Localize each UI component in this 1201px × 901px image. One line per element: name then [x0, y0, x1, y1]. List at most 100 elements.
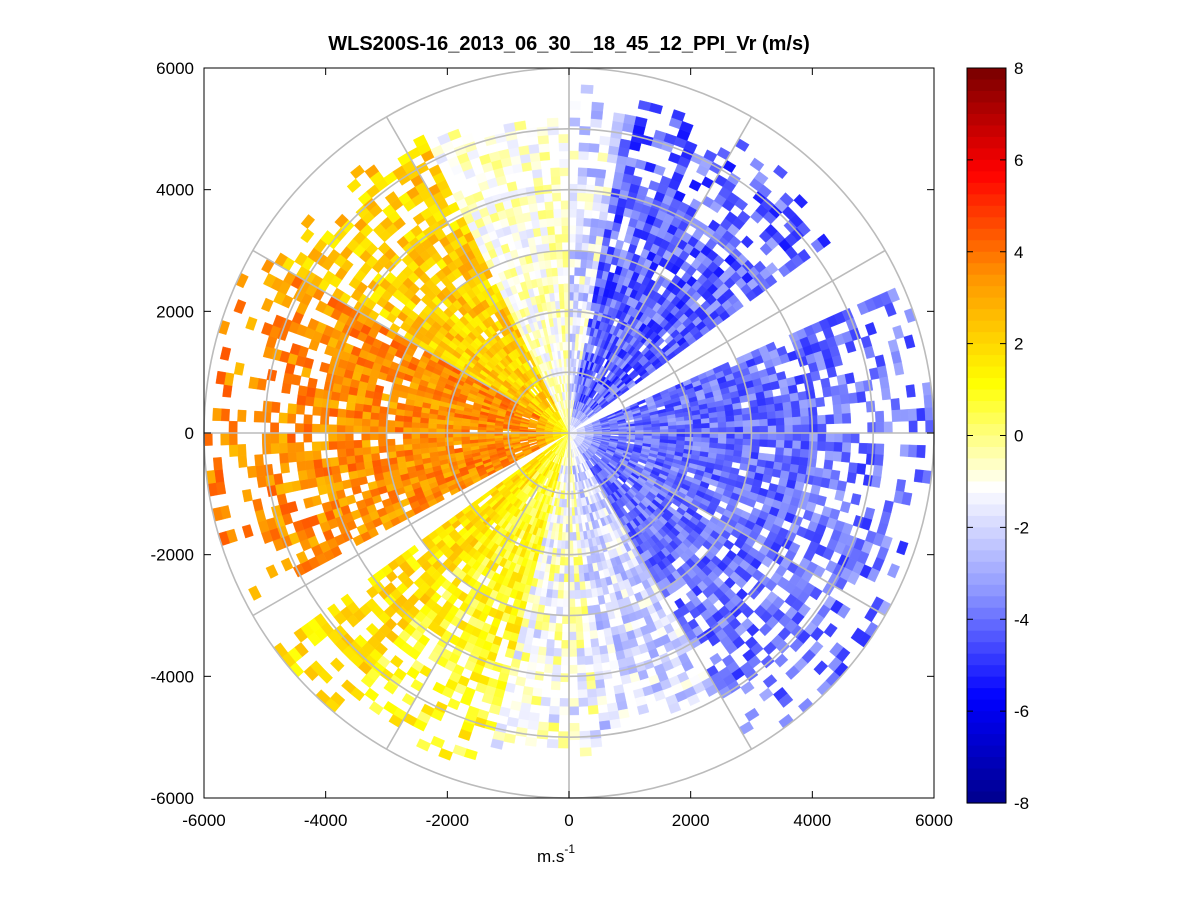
velocity-cell: [402, 438, 413, 445]
velocity-cell: [832, 404, 843, 415]
velocity-cell: [592, 201, 602, 212]
velocity-cell: [547, 622, 556, 632]
velocity-cell: [561, 233, 570, 243]
velocity-cell: [574, 250, 582, 260]
velocity-cell: [543, 663, 554, 674]
velocity-cell: [348, 470, 359, 480]
velocity-cell: [757, 452, 768, 461]
velocity-cell: [579, 267, 587, 277]
velocity-cell: [561, 225, 570, 235]
velocity-cell: [784, 424, 794, 434]
velocity-cell: [742, 420, 752, 428]
velocity-cell: [558, 565, 565, 575]
velocity-cell: [717, 427, 727, 434]
velocity-cell: [643, 426, 653, 431]
velocity-cell: [522, 212, 532, 223]
velocity-cell: [791, 448, 801, 458]
velocity-cell: [771, 468, 782, 479]
velocity-cell: [532, 227, 542, 238]
velocity-cell: [363, 460, 374, 470]
velocity-cell: [548, 242, 557, 252]
velocity-cell: [328, 424, 338, 434]
velocity-cell: [583, 647, 593, 657]
velocity-cell: [336, 432, 346, 442]
velocity-cell: [561, 640, 570, 649]
velocity-cell: [576, 656, 586, 666]
velocity-cell: [574, 589, 581, 600]
velocity-cell: [377, 432, 387, 440]
velocity-cell: [553, 208, 562, 219]
velocity-cell: [444, 440, 454, 447]
velocity-cell: [790, 456, 801, 466]
velocity-cell: [550, 167, 561, 177]
velocity-cell: [756, 398, 767, 407]
velocity-cell: [547, 234, 556, 244]
velocity-cell: [394, 420, 404, 428]
velocity-cell: [534, 235, 543, 246]
velocity-cell: [547, 225, 556, 236]
velocity-cell: [535, 193, 545, 204]
velocity-cell: [568, 233, 577, 243]
velocity-cell: [798, 457, 809, 467]
velocity-cell: [545, 209, 555, 219]
velocity-cell: [782, 401, 793, 411]
velocity-cell: [805, 466, 816, 477]
velocity-cell: [314, 467, 325, 478]
velocity-cell: [532, 176, 544, 187]
velocity-cell: [765, 403, 776, 413]
velocity-cell: [377, 426, 387, 434]
velocity-cell: [562, 590, 570, 600]
velocity-cell: [824, 450, 835, 461]
velocity-cell: [369, 425, 379, 434]
velocity-cell: [562, 598, 570, 608]
velocity-cell: [369, 432, 379, 441]
velocity-cell: [312, 450, 322, 461]
velocity-cell: [595, 168, 607, 179]
velocity-cell: [575, 225, 584, 235]
velocity-cell: [545, 647, 555, 657]
velocity-cell: [684, 424, 694, 430]
velocity-cell: [590, 638, 600, 648]
velocity-cell: [344, 424, 354, 434]
velocity-cell: [573, 291, 580, 301]
velocity-cell: [554, 225, 563, 235]
velocity-cell: [775, 410, 785, 419]
velocity-cell: [789, 392, 800, 403]
velocity-cell: [403, 415, 413, 423]
velocity-cell: [583, 217, 592, 227]
velocity-cell: [551, 664, 562, 674]
velocity-cell: [411, 437, 421, 445]
velocity-cell: [544, 201, 554, 211]
velocity-cell: [734, 426, 744, 434]
velocity-cell: [781, 393, 792, 404]
velocity-cell: [554, 300, 561, 310]
velocity-cell: [572, 532, 577, 542]
velocity-cell: [303, 450, 314, 461]
velocity-cell: [312, 458, 323, 470]
velocity-cell: [576, 664, 587, 674]
velocity-cell: [604, 635, 615, 646]
velocity-cell: [419, 422, 429, 429]
velocity-cell: [792, 416, 802, 426]
velocity-cell: [568, 250, 576, 260]
velocity-cell: [572, 540, 578, 550]
velocity-cell: [568, 183, 578, 193]
velocity-cell: [411, 427, 421, 434]
velocity-cell: [775, 439, 785, 449]
velocity-cell: [581, 242, 590, 252]
velocity-cell: [337, 456, 348, 466]
velocity-cell: [386, 438, 396, 446]
velocity-cell: [810, 370, 821, 382]
velocity-cell: [328, 407, 339, 418]
velocity-cell: [787, 384, 798, 395]
velocity-cell: [594, 679, 606, 690]
velocity-cell: [774, 454, 784, 464]
velocity-cell: [560, 200, 570, 210]
velocity-cell: [580, 250, 589, 260]
velocity-cell: [411, 421, 421, 429]
velocity-cell: [568, 623, 577, 633]
velocity-cell: [709, 422, 719, 429]
velocity-cell: [378, 419, 388, 427]
velocity-cell: [346, 462, 357, 473]
velocity-cell: [603, 627, 613, 638]
